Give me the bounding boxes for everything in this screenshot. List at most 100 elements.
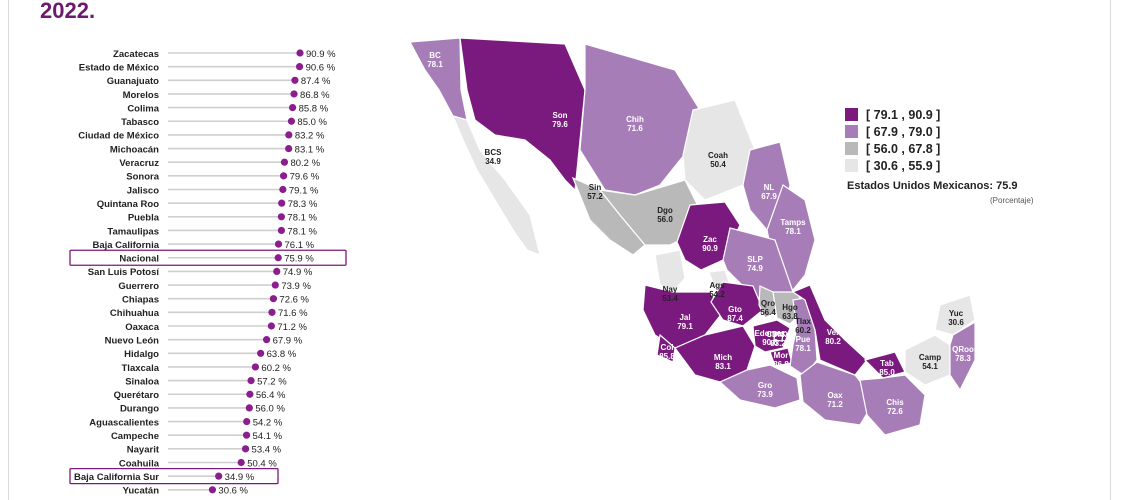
lollipop-point [274,240,283,248]
mexico-choropleth-map: BC78.1BCS34.9Son79.6Chih71.6Coah50.4NL67… [409,37,975,436]
state-abbr-label: Ags [709,281,725,290]
state-value-label: 72.6 [887,407,903,416]
state-value-label: 85.8 [659,352,675,361]
value-label: 80.2 % [290,158,320,169]
legend-item: [ 56.0 , 67.8 ] [845,140,940,157]
lollipop-point [245,404,253,412]
lollipop-point [277,226,286,235]
state-abbr-label: Coah [708,151,728,160]
value-label: 83.1 % [295,144,325,155]
lollipop-point [268,308,276,316]
highlight-box [69,467,279,485]
left-frame-line [8,0,9,500]
state-abbr-label: Mor [774,351,789,360]
lollipop-point [257,349,265,357]
value-label: 90.6 % [306,62,336,73]
value-label: 56.4 % [256,390,286,401]
national-value-label: Estados Unidos Mexicanos: 75.9 [847,180,1018,192]
lollipop-point [279,185,287,194]
state-abbr-label: Sin [589,183,602,192]
value-label: 79.6 % [290,172,320,183]
category-label: Tlaxcala [122,363,160,374]
state-gro [718,364,801,409]
state-abbr-label: Nay [663,285,678,294]
state-abbr-label: Pue [796,335,811,344]
state-value-label: 90.6 [762,338,778,347]
value-label: 34.9 % [225,472,255,483]
state-abbr-label: Gto [728,305,742,314]
value-label: 72.6 % [279,295,309,306]
category-label: Aguascalientes [89,417,159,428]
lollipop-point [274,254,282,262]
state-value-label: 79.1 [677,322,693,331]
state-abbr-label: BCS [485,148,503,157]
state-qroo [949,321,975,392]
state-value-label: 56.4 [760,308,776,317]
state-abbr-label: QRoo [952,345,974,354]
state-value-label: 73.9 [757,390,773,399]
state-abbr-label: NL [764,183,775,192]
legend-label: [ 79.1 , 90.9 ] [866,107,941,122]
category-label: Nuevo León [105,335,160,346]
state-abbr-label: Dgo [657,206,673,215]
state-value-label: 30.6 [948,318,964,327]
state-abbr-label: Son [552,111,567,120]
state-value-label: 71.6 [627,124,643,133]
state-abbr-label: Edomex [754,329,786,338]
value-label: 57.2 % [257,376,287,387]
state-abbr-label: Tab [880,359,894,368]
value-label: 54.1 % [253,431,283,442]
category-label: Oaxaca [125,322,160,333]
category-label: Campeche [111,431,159,442]
legend-item: [ 30.6 , 55.9 ] [845,157,940,174]
legend-swatch [845,125,858,138]
lollipop-point [271,281,279,289]
category-label: Chiapas [122,295,159,306]
category-label: Nayarit [127,445,160,456]
category-label: San Luis Potosí [88,267,160,278]
category-label: Puebla [128,213,160,224]
lollipop-point [279,172,288,180]
state-abbr-label: CDMX [766,330,790,339]
state-nay [654,249,686,293]
state-value-label: 56.0 [657,215,673,224]
state-value-label: 53.4 [662,294,678,303]
state-abbr-label: Chis [886,398,904,407]
legend-label: [ 67.9 , 79.0 ] [866,124,941,139]
state-abbr-label: Hgo [782,303,798,312]
state-col [656,333,676,363]
value-label: 56.0 % [255,404,285,415]
category-label: Tabasco [121,117,159,128]
state-value-label: 71.2 [827,400,843,409]
state-value-label: 78.3 [955,354,971,363]
state-cdmx [773,331,784,342]
lollipop-point [291,76,299,84]
category-label: Morelos [123,90,159,101]
value-label: 30.6 % [218,486,248,497]
category-label: Hidalgo [124,349,159,360]
category-label: Coahuila [119,458,160,469]
category-label: Yucatán [123,486,160,497]
category-label: Tamaulipas [107,226,159,237]
state-value-label: 67.9 [761,192,777,201]
value-label: 63.8 % [267,349,297,360]
value-label: 76.1 % [285,240,315,251]
lollipop-point [285,131,293,139]
value-label: 60.2 % [261,363,291,374]
highlight-box [69,249,347,266]
lollipop-point [269,295,278,303]
lollipop-point [280,158,289,166]
state-value-label: 80.2 [825,337,841,346]
lollipop-point [243,417,251,426]
state-abbr-label: Ver [827,328,839,337]
state-abbr-label: Yuc [949,309,964,318]
lollipop-point [288,104,297,112]
category-label: Durango [120,404,159,415]
value-label: 54.2 % [253,417,283,428]
state-value-label: 34.9 [485,157,501,166]
lollipop-point [246,390,254,398]
map-legend: [ 79.1 , 90.9 ] [ 67.9 , 79.0 ] [ 56.0 ,… [845,106,940,174]
category-label: Michoacán [110,144,159,155]
state-value-label: 50.4 [710,160,726,169]
